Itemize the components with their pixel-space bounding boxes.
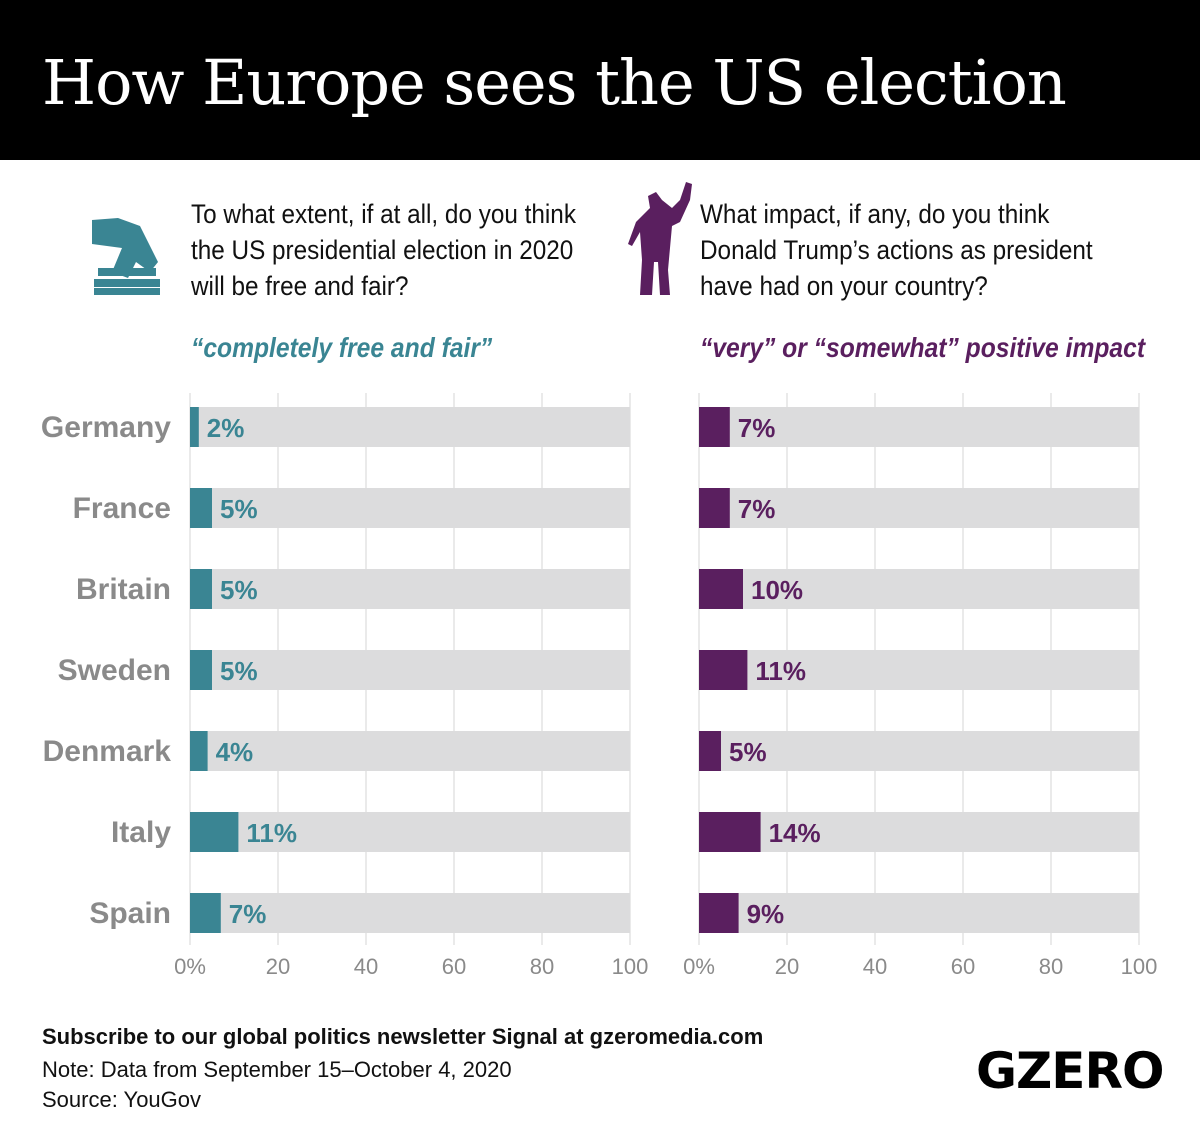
category-label: Germany xyxy=(41,411,171,444)
bar-sweden xyxy=(699,650,748,690)
header: How Europe sees the US election xyxy=(0,0,1200,160)
data-label: 9% xyxy=(747,899,785,929)
left-series-label: “completely free and fair” xyxy=(191,332,493,363)
bar-spain xyxy=(699,893,739,933)
category-label: Spain xyxy=(89,897,171,930)
bar-track xyxy=(190,650,630,690)
x-tick-label: 20 xyxy=(775,954,799,979)
bar-track xyxy=(190,407,630,447)
bar-denmark xyxy=(190,731,208,771)
x-tick-label: 60 xyxy=(951,954,975,979)
bar-track xyxy=(699,650,1139,690)
bar-track xyxy=(190,488,630,528)
x-tick-label: 0% xyxy=(174,954,206,979)
bar-britain xyxy=(699,569,743,609)
category-label: Sweden xyxy=(58,654,171,687)
bar-track xyxy=(190,731,630,771)
data-label: 2% xyxy=(207,413,245,443)
category-label: Britain xyxy=(76,573,171,606)
bar-track xyxy=(190,893,630,933)
bar-track xyxy=(699,812,1139,852)
data-label: 11% xyxy=(755,656,806,686)
left-question: To what extent, if at all, do you think … xyxy=(191,199,576,301)
data-label: 5% xyxy=(220,656,258,686)
bar-sweden xyxy=(190,650,212,690)
data-label: 11% xyxy=(246,818,297,848)
category-label: Denmark xyxy=(43,735,172,768)
data-label: 5% xyxy=(220,575,258,605)
x-tick-label: 80 xyxy=(530,954,554,979)
data-label: 5% xyxy=(220,494,258,524)
page-title: How Europe sees the US election xyxy=(42,46,1067,119)
bar-track xyxy=(699,731,1139,771)
bar-track xyxy=(699,488,1139,528)
gzero-logo: GZERO xyxy=(976,1042,1164,1100)
data-label: 10% xyxy=(751,575,803,605)
bar-track xyxy=(190,569,630,609)
x-tick-label: 40 xyxy=(354,954,378,979)
x-tick-label: 100 xyxy=(612,954,649,979)
category-label: France xyxy=(73,492,171,525)
right-question: What impact, if any, do you think Donald… xyxy=(700,199,1093,301)
bar-france xyxy=(699,488,730,528)
x-tick-label: 80 xyxy=(1039,954,1063,979)
data-label: 7% xyxy=(738,413,776,443)
x-tick-label: 60 xyxy=(442,954,466,979)
bar-track xyxy=(699,893,1139,933)
bar-italy xyxy=(699,812,761,852)
bar-track xyxy=(699,407,1139,447)
source-text: Source: YouGov xyxy=(42,1087,202,1112)
data-label: 7% xyxy=(229,899,267,929)
bar-italy xyxy=(190,812,239,852)
data-label: 14% xyxy=(769,818,821,848)
bar-denmark xyxy=(699,731,721,771)
category-label: Italy xyxy=(111,816,171,849)
right-series-label: “very” or “somewhat” positive impact xyxy=(700,332,1146,363)
bar-germany xyxy=(190,407,199,447)
bar-britain xyxy=(190,569,212,609)
data-label: 5% xyxy=(729,737,767,767)
x-tick-label: 0% xyxy=(683,954,715,979)
bar-track xyxy=(190,812,630,852)
bar-france xyxy=(190,488,212,528)
bar-germany xyxy=(699,407,730,447)
bar-track xyxy=(699,569,1139,609)
subscribe-text: Subscribe to our global politics newslet… xyxy=(42,1024,764,1049)
data-label: 4% xyxy=(216,737,254,767)
data-label: 7% xyxy=(738,494,776,524)
bar-spain xyxy=(190,893,221,933)
x-tick-label: 40 xyxy=(863,954,887,979)
x-tick-label: 20 xyxy=(266,954,290,979)
note-text: Note: Data from September 15–October 4, … xyxy=(42,1057,512,1082)
x-tick-label: 100 xyxy=(1121,954,1158,979)
